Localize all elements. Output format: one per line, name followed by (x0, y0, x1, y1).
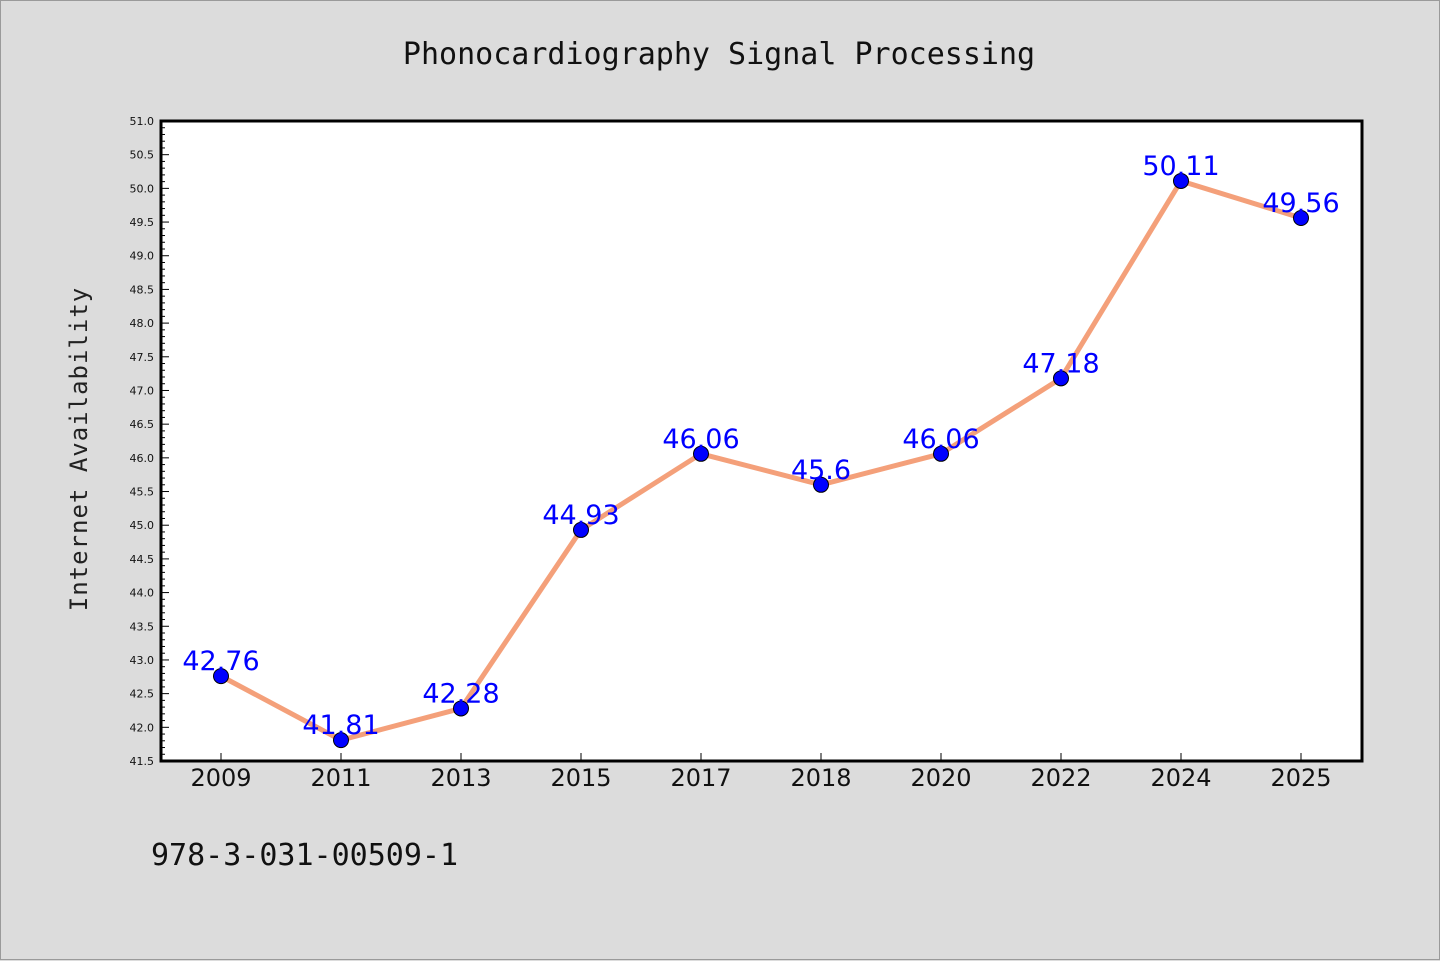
data-point (813, 476, 829, 493)
data-point (333, 732, 349, 749)
x-tick-label: 2018 (790, 764, 851, 792)
data-point (1173, 172, 1189, 189)
y-tick-label: 42.0 (130, 721, 155, 734)
x-tick-label: 2017 (670, 764, 731, 792)
data-markers (213, 172, 1309, 749)
y-tick-label: 46.0 (130, 452, 155, 465)
data-point (213, 668, 229, 685)
y-tick-label: 46.5 (130, 418, 155, 431)
x-tick-label: 2013 (430, 764, 491, 792)
y-tick-label: 45.0 (130, 519, 155, 532)
data-labels: 42.76 41.81 42.28 44.93 46.06 45.6 46.06 47.18 5… (182, 151, 1339, 741)
y-tick-label: 50.5 (130, 149, 155, 162)
x-tick-label: 2025 (1270, 764, 1331, 792)
y-tick-label: 42.5 (130, 688, 155, 701)
y-tick-label: 41.5 (130, 755, 155, 768)
isbn-footer: 978-3-031-00509-1 (151, 838, 458, 873)
data-label: 41.81 (302, 710, 379, 741)
y-tick-label: 47.0 (130, 384, 155, 397)
data-point (1293, 210, 1309, 227)
data-label: 50.11 (1142, 151, 1219, 182)
y-tick-label: 43.5 (130, 620, 155, 633)
y-tick-label: 44.0 (130, 587, 155, 600)
data-label: 49.56 (1262, 188, 1339, 219)
x-tick-label: 2009 (190, 764, 251, 792)
data-point (573, 521, 589, 538)
y-tick-label: 48.0 (130, 317, 155, 330)
y-tick-label: 43.0 (130, 654, 155, 667)
y-tick-label: 49.5 (130, 216, 155, 229)
x-tick-label: 2020 (910, 764, 971, 792)
plot-area (159, 119, 1364, 763)
x-tick-label: 2011 (310, 764, 371, 792)
series-line (218, 178, 1304, 743)
y-tick-label: 45.5 (130, 486, 155, 499)
y-axis-label: Internet Availability (65, 287, 93, 611)
y-tick-label: 47.5 (130, 351, 155, 364)
data-point (933, 445, 949, 462)
data-label: 42.28 (422, 678, 499, 709)
series-line-group (218, 178, 1304, 743)
y-tick-label: 50.0 (130, 182, 155, 195)
data-label: 45.6 (791, 455, 851, 486)
data-label: 47.18 (1022, 348, 1099, 379)
y-axis: 41.5 42.0 42.5 43.0 43.5 44.0 44.5 45.0 45.5 46.0… (130, 115, 169, 768)
x-tick-label: 2022 (1030, 764, 1091, 792)
data-point (1053, 370, 1069, 387)
x-tick-label: 2024 (1150, 764, 1211, 792)
x-axis: 2009 2011 2013 2015 2017 2018 2020 2022 2024 2025 (190, 753, 1332, 792)
y-tick-label: 49.0 (130, 250, 155, 263)
data-point (693, 445, 709, 462)
data-label: 46.06 (902, 424, 979, 455)
y-tick-label: 48.5 (130, 283, 155, 296)
y-tick-label: 44.5 (130, 553, 155, 566)
x-tick-label: 2015 (550, 764, 611, 792)
chart-title: Phonocardiography Signal Processing (403, 37, 1035, 72)
data-point (453, 700, 469, 717)
y-tick-label: 51.0 (130, 115, 155, 128)
data-label: 42.76 (182, 646, 259, 677)
data-label: 46.06 (662, 424, 739, 455)
data-label: 44.93 (542, 500, 619, 531)
